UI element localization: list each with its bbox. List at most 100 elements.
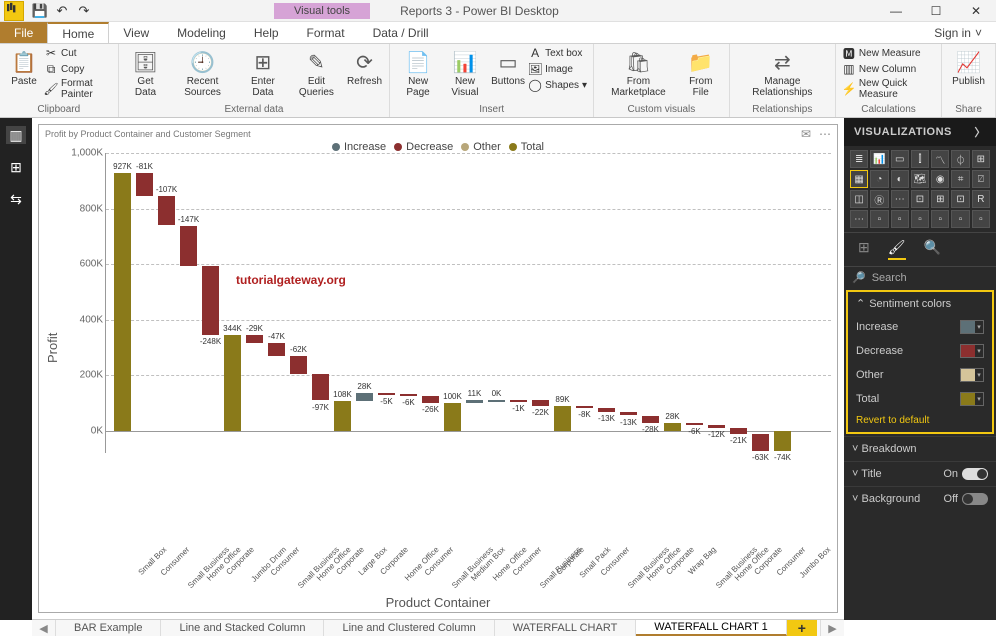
page-tab[interactable]: BAR Example — [56, 620, 161, 636]
tab-help[interactable]: Help — [240, 22, 293, 43]
viz-type-icon[interactable]: ▫ — [972, 210, 990, 228]
new-measure-button[interactable]: 🅼New Measure — [842, 46, 935, 60]
page-tab[interactable]: WATERFALL CHART 1 — [636, 620, 787, 636]
waterfall-bar[interactable] — [158, 196, 175, 226]
waterfall-bar[interactable] — [268, 343, 285, 356]
analytics-tab-icon[interactable]: 🔍 — [924, 239, 941, 260]
waterfall-bar[interactable] — [466, 400, 483, 403]
viz-type-icon[interactable]: 🗺 — [911, 170, 929, 188]
page-tab[interactable]: WATERFALL CHART — [495, 620, 637, 636]
minimize-icon[interactable]: — — [876, 0, 916, 22]
focus-mode-icon[interactable]: ✉ — [801, 127, 811, 141]
from-file-button[interactable]: 📁From File — [679, 46, 723, 100]
viz-type-icon[interactable]: 〽 — [931, 150, 949, 168]
waterfall-bar[interactable] — [686, 423, 703, 425]
waterfall-bar[interactable] — [224, 335, 241, 431]
waterfall-bar[interactable] — [752, 434, 769, 452]
viz-type-icon[interactable]: ⋯ — [850, 210, 868, 228]
viz-type-icon[interactable]: ≣ — [850, 150, 868, 168]
viz-type-icon[interactable]: ⏀ — [951, 150, 969, 168]
fields-tab-icon[interactable]: ⊞ — [858, 239, 870, 260]
waterfall-bar[interactable] — [180, 226, 197, 267]
viz-type-icon[interactable]: ⊡ — [911, 190, 929, 208]
waterfall-bar[interactable] — [510, 400, 527, 402]
viz-type-icon[interactable]: ◫ — [850, 190, 868, 208]
undo-icon[interactable]: ↶ — [52, 1, 72, 21]
viz-type-icon[interactable]: ▫ — [951, 210, 969, 228]
maximize-icon[interactable]: ☐ — [916, 0, 956, 22]
color-picker[interactable]: ▾ — [960, 344, 984, 358]
waterfall-bar[interactable] — [576, 406, 593, 408]
enter-data-button[interactable]: ⊞Enter Data — [239, 46, 287, 100]
sign-in-link[interactable]: Sign in ˅ — [920, 22, 996, 43]
viz-type-icon[interactable]: ◔ — [870, 170, 888, 188]
buttons-button[interactable]: ▭Buttons — [490, 46, 526, 89]
viz-type-icon[interactable]: Ⓡ — [870, 190, 888, 208]
viz-type-icon[interactable]: ▫ — [891, 210, 909, 228]
new-quick-measure-button[interactable]: ⚡New Quick Measure — [842, 78, 935, 100]
waterfall-bar[interactable] — [378, 393, 395, 395]
waterfall-bar[interactable] — [444, 403, 461, 431]
waterfall-bar[interactable] — [598, 408, 615, 412]
waterfall-bar[interactable] — [334, 401, 351, 431]
close-icon[interactable]: ✕ — [956, 0, 996, 22]
new-visual-button[interactable]: 📊New Visual — [442, 46, 488, 100]
format-tab-icon[interactable]: 🖌 — [888, 239, 906, 260]
waterfall-bar[interactable] — [136, 173, 153, 196]
add-page-button[interactable]: + — [787, 620, 817, 636]
tab-data-drill[interactable]: Data / Drill — [359, 22, 443, 43]
viz-type-icon[interactable]: ▭ — [891, 150, 909, 168]
waterfall-bar[interactable] — [642, 416, 659, 424]
from-marketplace-button[interactable]: 🛍From Marketplace — [600, 46, 677, 100]
revert-to-default-link[interactable]: Revert to default — [848, 411, 992, 432]
tab-modeling[interactable]: Modeling — [163, 22, 240, 43]
edit-queries-button[interactable]: ✎Edit Queries — [289, 46, 344, 100]
title-section[interactable]: ˅ Title On — [844, 461, 996, 486]
format-painter-button[interactable]: 🖌Format Painter — [44, 78, 112, 100]
viz-type-icon[interactable]: ◐ — [891, 170, 909, 188]
section-header[interactable]: ⌃ Sentiment colors — [848, 292, 992, 315]
cut-button[interactable]: ✂Cut — [44, 46, 112, 60]
page-prev-icon[interactable]: ◀ — [32, 620, 56, 636]
shapes-button[interactable]: ◯Shapes ▾ — [528, 78, 587, 92]
viz-type-icon[interactable]: ▫ — [870, 210, 888, 228]
waterfall-bar[interactable] — [620, 412, 637, 416]
more-options-icon[interactable]: ⋯ — [819, 127, 831, 141]
waterfall-bar[interactable] — [488, 400, 505, 402]
waterfall-bar[interactable] — [312, 374, 329, 401]
breakdown-section[interactable]: ˅ Breakdown — [844, 436, 996, 461]
redo-icon[interactable]: ↷ — [74, 1, 94, 21]
color-picker[interactable]: ▾ — [960, 368, 984, 382]
viz-type-icon[interactable]: ⊞ — [931, 190, 949, 208]
waterfall-bar[interactable] — [774, 431, 791, 452]
tab-file[interactable]: File — [0, 22, 47, 43]
get-data-button[interactable]: 🗄Get Data — [125, 46, 167, 100]
tab-home[interactable]: Home — [47, 22, 109, 43]
viz-type-icon[interactable]: 📊 — [870, 150, 888, 168]
viz-type-icon[interactable]: ⊞ — [972, 150, 990, 168]
text-box-button[interactable]: AText box — [528, 46, 587, 60]
refresh-button[interactable]: ⟳Refresh — [346, 46, 384, 89]
waterfall-bar[interactable] — [664, 423, 681, 431]
save-icon[interactable]: 💾 — [30, 1, 50, 21]
viz-type-icon[interactable]: ▫ — [931, 210, 949, 228]
waterfall-bar[interactable] — [708, 425, 725, 428]
viz-type-icon[interactable]: ⍁ — [972, 170, 990, 188]
waterfall-bar[interactable] — [202, 266, 219, 335]
waterfall-bar[interactable] — [356, 393, 373, 401]
selected-visual[interactable]: ✉ ⋯ Profit by Product Container and Cust… — [38, 124, 838, 613]
viz-type-icon[interactable]: ▦ — [850, 170, 868, 188]
color-picker[interactable]: ▾ — [960, 392, 984, 406]
color-picker[interactable]: ▾ — [960, 320, 984, 334]
tab-view[interactable]: View — [109, 22, 163, 43]
waterfall-bar[interactable] — [532, 400, 549, 406]
viz-type-icon[interactable]: ⌗ — [951, 170, 969, 188]
waterfall-bar[interactable] — [730, 428, 747, 434]
page-tab[interactable]: Line and Clustered Column — [324, 620, 494, 636]
viz-type-icon[interactable]: ▫ — [911, 210, 929, 228]
recent-sources-button[interactable]: 🕘Recent Sources — [168, 46, 236, 100]
viz-type-icon[interactable]: ⊡ — [951, 190, 969, 208]
report-view-icon[interactable]: ▥ — [6, 126, 26, 144]
search-input[interactable]: 🔎Search — [844, 267, 996, 288]
image-button[interactable]: 🖼Image — [528, 62, 587, 76]
